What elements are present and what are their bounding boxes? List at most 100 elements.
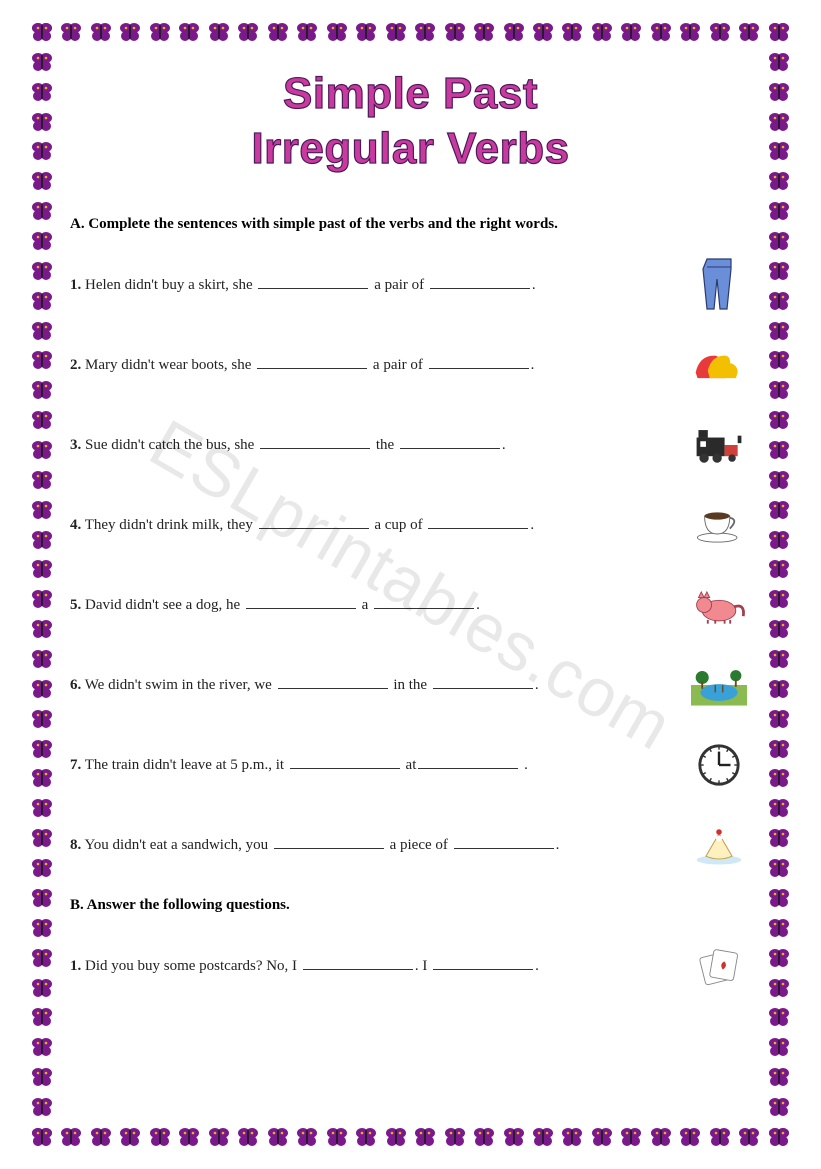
exercise-text: 7. The train didn't leave at 5 p.m., it … <box>70 753 687 777</box>
butterfly-icon <box>236 20 260 44</box>
blank-input[interactable] <box>303 955 413 970</box>
butterfly-icon <box>767 110 791 134</box>
butterfly-icon <box>767 139 791 163</box>
butterfly-icon <box>266 20 290 44</box>
blank-input[interactable] <box>428 514 528 529</box>
butterfly-icon <box>207 1125 231 1149</box>
butterfly-icon <box>30 826 54 850</box>
exercise-row: 1. Helen didn't buy a skirt, she a pair … <box>70 257 751 313</box>
butterfly-icon <box>590 20 614 44</box>
butterfly-icon <box>30 199 54 223</box>
butterfly-icon <box>30 20 54 44</box>
butterfly-icon <box>767 677 791 701</box>
page-title: Simple Past Irregular Verbs <box>70 66 751 176</box>
butterfly-icon <box>30 1065 54 1089</box>
section-a-items: 1. Helen didn't buy a skirt, she a pair … <box>70 257 751 873</box>
butterfly-icon <box>207 20 231 44</box>
butterfly-icon <box>30 319 54 343</box>
blank-input[interactable] <box>258 274 368 289</box>
butterfly-icon <box>413 20 437 44</box>
exercise-text: 5. David didn't see a dog, he a . <box>70 593 687 617</box>
butterfly-icon <box>767 408 791 432</box>
butterfly-icon <box>619 1125 643 1149</box>
butterfly-icon <box>30 796 54 820</box>
butterfly-icon <box>30 677 54 701</box>
blank-input[interactable] <box>429 354 529 369</box>
butterfly-icon <box>30 916 54 940</box>
butterfly-icon <box>590 1125 614 1149</box>
butterfly-icon <box>30 976 54 1000</box>
butterfly-icon <box>30 528 54 552</box>
butterfly-icon <box>325 1125 349 1149</box>
butterfly-icon <box>30 20 54 44</box>
butterfly-icon <box>30 229 54 253</box>
butterfly-icon <box>767 886 791 910</box>
blank-input[interactable] <box>290 754 400 769</box>
butterfly-icon <box>767 617 791 641</box>
butterfly-icon <box>649 20 673 44</box>
clock-icon <box>687 737 751 793</box>
butterfly-icon <box>266 1125 290 1149</box>
blank-input[interactable] <box>374 594 474 609</box>
butterfly-icon <box>30 1125 54 1149</box>
butterfly-icon <box>472 20 496 44</box>
blank-input[interactable] <box>400 434 500 449</box>
butterfly-icon <box>177 1125 201 1149</box>
blank-input[interactable] <box>257 354 367 369</box>
butterfly-icon <box>531 20 555 44</box>
blank-input[interactable] <box>433 674 533 689</box>
butterfly-icon <box>30 169 54 193</box>
exercise-row: 1. Did you buy some postcards? No, I . I… <box>70 938 751 994</box>
cards-icon <box>687 938 751 994</box>
shoes-icon <box>687 337 751 393</box>
butterfly-icon <box>767 80 791 104</box>
butterfly-icon <box>767 796 791 820</box>
title-line-1: Simple Past <box>70 66 751 121</box>
butterfly-icon <box>118 20 142 44</box>
butterfly-icon <box>30 707 54 731</box>
butterfly-icon <box>30 617 54 641</box>
butterfly-icon <box>148 1125 172 1149</box>
butterfly-icon <box>767 498 791 522</box>
butterfly-icon <box>30 647 54 671</box>
exercise-row: 2. Mary didn't wear boots, she a pair of… <box>70 337 751 393</box>
butterfly-icon <box>649 1125 673 1149</box>
exercise-text: 6. We didn't swim in the river, we in th… <box>70 673 687 697</box>
butterfly-icon <box>767 528 791 552</box>
blank-input[interactable] <box>454 834 554 849</box>
butterfly-icon <box>30 1035 54 1059</box>
butterfly-icon <box>30 408 54 432</box>
blank-input[interactable] <box>259 514 369 529</box>
butterfly-icon <box>30 946 54 970</box>
butterfly-icon <box>30 80 54 104</box>
butterfly-icon <box>767 826 791 850</box>
butterfly-icon <box>767 289 791 313</box>
butterfly-icon <box>767 378 791 402</box>
butterfly-icon <box>325 20 349 44</box>
blank-input[interactable] <box>260 434 370 449</box>
butterfly-icon <box>354 20 378 44</box>
section-b-label: B. Answer the following questions. <box>70 897 751 914</box>
blank-input[interactable] <box>418 754 518 769</box>
blank-input[interactable] <box>430 274 530 289</box>
exercise-text: 1. Did you buy some postcards? No, I . I… <box>70 954 687 978</box>
butterfly-icon <box>708 20 732 44</box>
butterfly-icon <box>767 468 791 492</box>
blank-input[interactable] <box>433 955 533 970</box>
butterfly-icon <box>767 348 791 372</box>
blank-input[interactable] <box>246 594 356 609</box>
exercise-row: 7. The train didn't leave at 5 p.m., it … <box>70 737 751 793</box>
butterfly-icon <box>30 110 54 134</box>
blank-input[interactable] <box>278 674 388 689</box>
butterfly-icon <box>767 766 791 790</box>
section-a-label: A. Complete the sentences with simple pa… <box>70 216 751 233</box>
exercise-text: 2. Mary didn't wear boots, she a pair of… <box>70 353 687 377</box>
butterfly-icon <box>30 378 54 402</box>
butterfly-icon <box>767 319 791 343</box>
butterfly-icon <box>767 1125 791 1149</box>
butterfly-icon <box>30 139 54 163</box>
butterfly-icon <box>30 737 54 761</box>
blank-input[interactable] <box>274 834 384 849</box>
butterfly-icon <box>30 289 54 313</box>
butterfly-icon <box>767 707 791 731</box>
